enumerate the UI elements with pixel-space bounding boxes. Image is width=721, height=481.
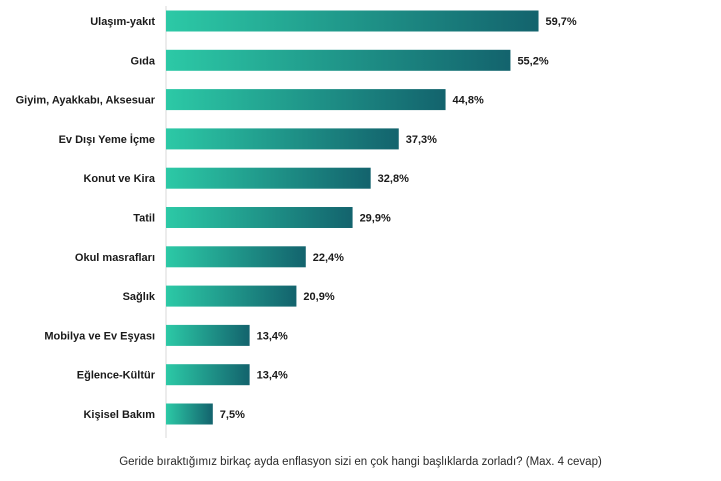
value-label: 22,4% (313, 252, 344, 264)
category-label: Tatil (133, 213, 155, 225)
category-label: Sağlık (123, 291, 156, 303)
bar (166, 246, 306, 268)
value-label: 13,4% (257, 370, 288, 382)
bar (166, 128, 399, 150)
bar (166, 10, 539, 32)
bar-chart: Ulaşım-yakıt 59,7% Gıda 55,2% Giyim, Ayakkab… (16, 6, 577, 438)
value-label: 29,9% (360, 213, 391, 225)
bar (166, 324, 250, 346)
bar (166, 49, 511, 71)
value-label: 55,2% (517, 55, 548, 67)
category-label: Eğlence-Kültür (77, 370, 156, 382)
bar (166, 403, 213, 425)
value-label: 32,8% (378, 173, 409, 185)
bar (166, 167, 371, 189)
value-label: 44,8% (453, 95, 484, 107)
value-label: 13,4% (257, 330, 288, 342)
category-label: Ulaşım-yakıt (90, 16, 155, 28)
bar (166, 364, 250, 386)
bar (166, 207, 353, 228)
category-label: Gıda (131, 55, 156, 67)
value-label: 59,7% (546, 16, 577, 28)
category-label: Okul masrafları (75, 252, 155, 264)
chart-caption: Geride bıraktığımız birkaç ayda enflasyo… (119, 456, 602, 468)
bar (166, 285, 297, 307)
value-label: 37,3% (406, 134, 437, 146)
category-label: Konut ve Kira (83, 173, 155, 185)
value-label: 20,9% (303, 291, 334, 303)
category-label: Ev Dışı Yeme İçme (59, 133, 155, 146)
bar (166, 89, 446, 111)
value-label: 7,5% (220, 409, 245, 421)
category-label: Mobilya ve Ev Eşyası (44, 330, 155, 342)
category-label: Giyim, Ayakkabı, Aksesuar (16, 95, 156, 107)
category-label: Kişisel Bakım (83, 409, 155, 421)
